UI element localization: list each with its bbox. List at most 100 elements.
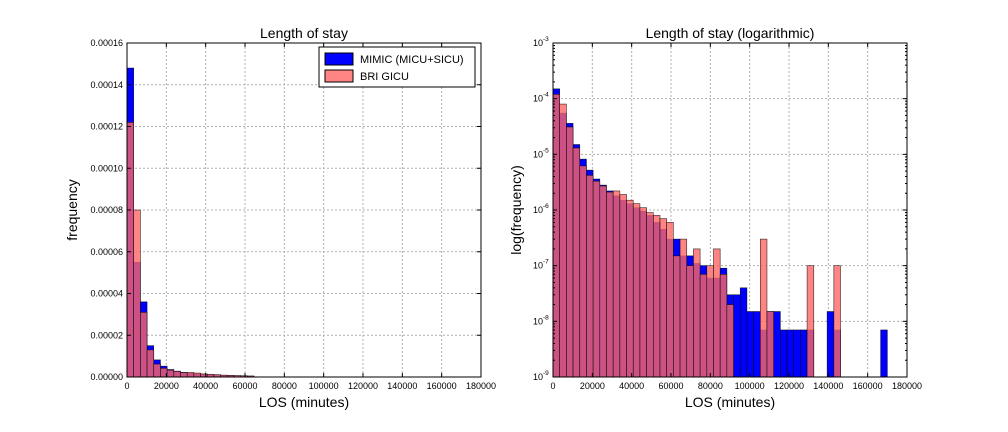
right-y-tick-base: 10 [533, 94, 543, 104]
right-y-tick-exponent: -9 [543, 370, 549, 377]
right-y-tick-label: 10 -6 [533, 203, 549, 215]
right-bar-bri [806, 265, 815, 378]
right-bar-bri [552, 93, 560, 378]
right-bar-bri [566, 126, 574, 378]
left-y-tick-label: 0.00006 [90, 247, 123, 257]
left-bar-bri [146, 349, 155, 378]
left-y-tick-label: 0.00012 [90, 122, 123, 132]
right-y-tick-exponent: -3 [543, 36, 549, 43]
left-x-tick-label: 160000 [427, 381, 457, 391]
right-bar-bri [646, 212, 654, 378]
left-bar-bri [186, 372, 195, 378]
right-x-tick-label: 80000 [698, 381, 723, 391]
right-bar-bri [572, 147, 581, 378]
right-x-tick-label: 100000 [735, 381, 765, 391]
right-bar-mimic [739, 287, 748, 378]
legend-label-mimic: MIMIC (MICU+SICU) [360, 54, 464, 66]
right-bar-bri [652, 215, 661, 378]
right-y-tick-label: 10 -4 [533, 92, 549, 104]
right-bar-bri [612, 190, 621, 378]
left-bar-bri [153, 363, 161, 378]
right-bar-bri [699, 273, 708, 378]
right-y-tick-base: 10 [533, 261, 543, 271]
left-y-tick-labels: 0.00000 0.00002 0.00004 0.00006 0.00008 0.000… [90, 38, 123, 382]
right-bar-bri [659, 218, 667, 378]
right-y-axis-label: log(frequency) [508, 165, 524, 255]
right-x-tick-label: 120000 [774, 381, 804, 391]
right-bar-bri [679, 238, 688, 378]
right-y-tick-label: 10 -9 [533, 370, 549, 382]
left-x-axis-label: LOS (minutes) [259, 394, 349, 410]
legend-swatch-bri [324, 69, 354, 83]
left-x-tick-label: 140000 [387, 381, 417, 391]
right-x-axis-label: LOS (minutes) [685, 394, 775, 410]
right-tick-marks [552, 42, 908, 378]
left-y-tick-label: 0.00002 [90, 330, 123, 340]
right-y-tick-label: 10 -7 [533, 259, 549, 271]
right-chart-title: Length of stay (logarithmic) [646, 25, 815, 41]
right-y-tick-base: 10 [533, 38, 543, 48]
left-plot: Length of stay 0 20000 40000 60000 80000 1000… [64, 25, 496, 410]
right-bar-bri [619, 194, 627, 378]
left-x-tick-label: 80000 [272, 381, 297, 391]
right-bar-mimic [826, 311, 835, 378]
left-y-tick-label: 0.00008 [90, 205, 123, 215]
right-x-tick-label: 40000 [619, 381, 644, 391]
right-bar-bri [666, 222, 674, 378]
left-x-tick-label: 60000 [232, 381, 257, 391]
left-y-axis-label: frequency [64, 179, 80, 240]
right-bar-bri [599, 185, 607, 378]
right-bar-bri [833, 265, 841, 378]
left-bar-bri [166, 369, 175, 378]
right-y-tick-exponent: -4 [543, 92, 549, 99]
right-y-tick-label: 10 -3 [533, 36, 549, 48]
right-bar-bri [766, 311, 774, 378]
right-x-tick-labels: 0 20000 40000 60000 80000 100000 120000 140000 1… [550, 381, 922, 391]
right-y-tick-base: 10 [533, 205, 543, 215]
right-bar-bri [759, 238, 768, 378]
right-bar-bri [639, 207, 647, 378]
right-y-tick-base: 10 [533, 149, 543, 159]
right-bar-mimic [780, 329, 788, 378]
right-bar-bri [579, 165, 587, 378]
left-y-tick-label: 0.00000 [90, 372, 123, 382]
right-bar-bri [559, 103, 567, 378]
legend-swatch-mimic [324, 52, 354, 66]
left-x-tick-labels: 0 20000 40000 60000 80000 100000 120000 140000 1… [124, 381, 496, 391]
left-y-tick-label: 0.00004 [90, 289, 123, 299]
right-bar-mimic [786, 329, 795, 378]
right-bar-mimic [800, 329, 808, 378]
right-bar-bri [686, 265, 694, 378]
left-gridlines [127, 43, 481, 377]
right-x-tick-label: 160000 [853, 381, 883, 391]
left-x-tick-label: 180000 [466, 381, 496, 391]
right-x-tick-label: 140000 [813, 381, 843, 391]
left-bar-bri [193, 372, 201, 378]
right-bar-bri [726, 304, 734, 378]
right-x-tick-label: 20000 [580, 381, 605, 391]
left-bar-bri [133, 209, 141, 378]
right-y-tick-exponent: -7 [543, 259, 549, 266]
right-bar-bri [706, 265, 714, 378]
left-bars [126, 67, 255, 378]
left-chart-title: Length of stay [260, 25, 348, 41]
left-bar-bri [140, 311, 148, 378]
right-bar-bri [626, 199, 634, 378]
right-bar-mimic [773, 311, 781, 378]
right-bars [552, 88, 888, 378]
right-bar-bri [713, 248, 721, 378]
legend-label-bri: BRI GICU [360, 71, 409, 83]
right-y-tick-label: 10 -8 [533, 314, 549, 326]
right-bar-mimic [733, 294, 741, 378]
right-bar-bri [693, 248, 701, 378]
left-y-tick-label: 0.00014 [90, 80, 123, 90]
right-x-tick-label: 0 [550, 381, 555, 391]
right-bar-bri [606, 191, 614, 378]
right-y-tick-base: 10 [533, 316, 543, 326]
right-bar-bri [673, 255, 681, 378]
right-bar-mimic [793, 329, 801, 378]
right-bar-bri [586, 175, 594, 378]
right-plot: Length of stay (logarithmic) 0 20000 40000… [508, 25, 922, 410]
right-y-tick-label: 10 -5 [533, 147, 549, 159]
